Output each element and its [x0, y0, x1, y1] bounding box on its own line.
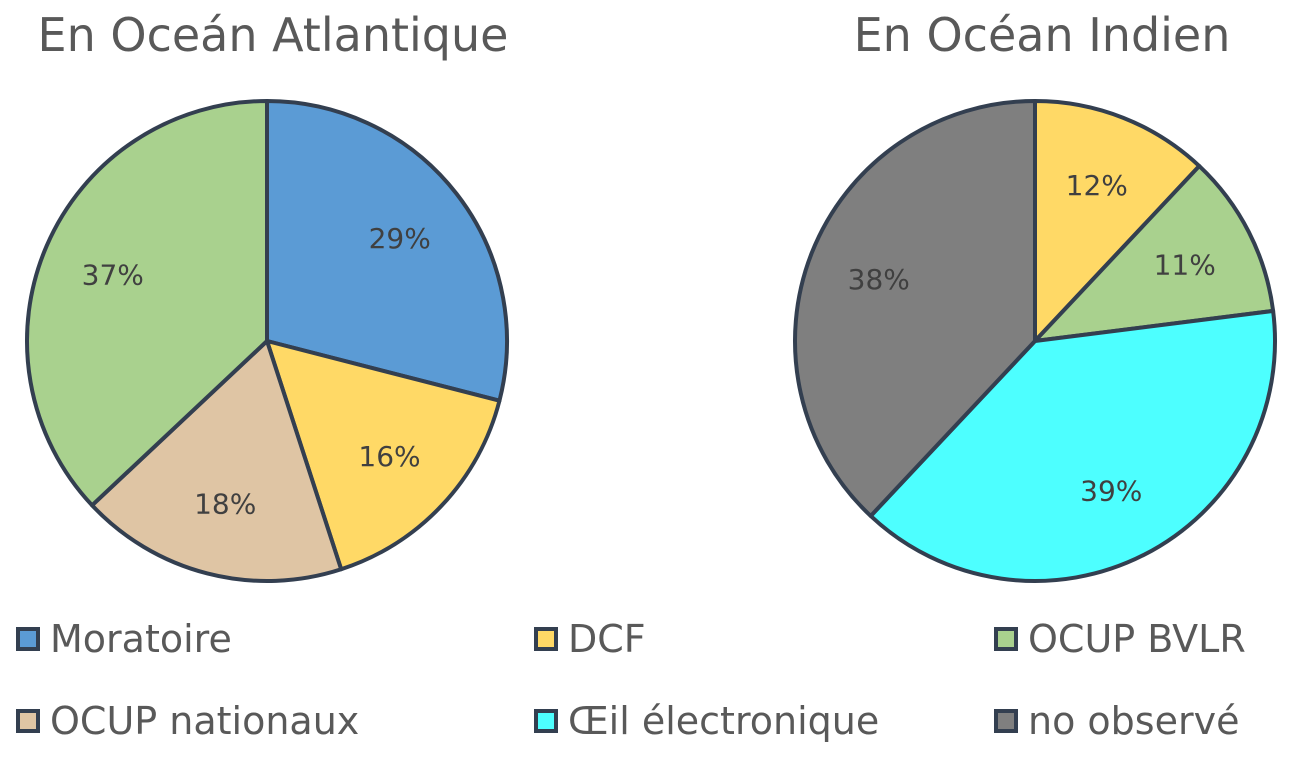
pie-slice-indien-ocup-bvlr [1033, 164, 1276, 343]
data-label-atlantique-ocup-bvlr: 37% [82, 258, 144, 291]
legend-item-oeil-electronique: Œil électronique [534, 698, 879, 744]
pie-charts: 29% 16% 18% 37% 12% 11% 39% 38% [25, 99, 1277, 583]
pie-slice-atlantique-dcf [265, 339, 502, 572]
pie-slice-atlantique-ocup-nationaux [90, 339, 344, 583]
pie-indien: 12% 11% 39% 38% [793, 99, 1277, 583]
legend-label: Œil électronique [568, 699, 880, 743]
pie-slice-indien-no-observe [793, 99, 1037, 518]
pie-atlantique: 29% 16% 18% 37% [25, 99, 509, 583]
pie-slice-atlantique-ocup-bvlr [25, 99, 269, 508]
chart-title-atlantique: En Oceán Atlantique [37, 8, 509, 62]
data-label-indien-oeil-electronique: 39% [1080, 475, 1142, 508]
chart-title-indien: En Océan Indien [853, 8, 1231, 62]
legend-swatch [994, 709, 1018, 733]
legend-label: OCUP BVLR [1028, 617, 1246, 661]
data-label-indien-ocup-bvlr: 11% [1154, 249, 1216, 282]
legend-swatch [994, 627, 1018, 651]
pie-slice-atlantique-moratoire [265, 99, 509, 403]
legend-item-dcf: DCF [534, 616, 646, 662]
data-label-atlantique-moratoire: 29% [369, 222, 431, 255]
data-label-indien-no-observe: 38% [848, 263, 910, 296]
data-label-indien-dcf: 12% [1066, 169, 1128, 202]
legend-label: OCUP nationaux [50, 699, 360, 743]
legend-swatch [534, 709, 558, 733]
legend-label: Moratoire [50, 617, 232, 661]
legend-item-no-observe: no observé [994, 698, 1239, 744]
data-label-atlantique-dcf: 16% [358, 440, 420, 473]
legend-swatch [16, 627, 40, 651]
legend-swatch [534, 627, 558, 651]
legend-label: no observé [1028, 699, 1240, 743]
legend-label: DCF [568, 617, 646, 661]
legend-swatch [16, 709, 40, 733]
legend-item-ocup-nationaux: OCUP nationaux [16, 698, 359, 744]
legend-item-ocup-bvlr: OCUP BVLR [994, 616, 1246, 662]
legend-item-moratoire: Moratoire [16, 616, 232, 662]
pie-slice-indien-dcf [1033, 99, 1202, 343]
data-label-atlantique-ocup-nationaux: 18% [194, 488, 256, 521]
pie-slice-indien-oeil-electronique [868, 308, 1277, 583]
